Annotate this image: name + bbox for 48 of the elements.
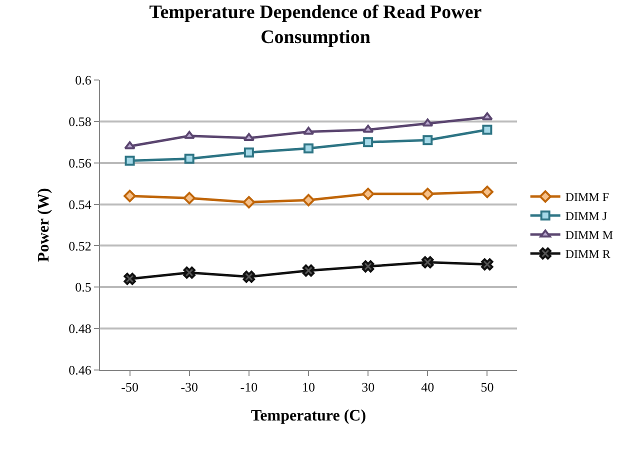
point bbox=[242, 270, 256, 283]
point bbox=[183, 192, 196, 204]
y-tick-label: 0.48 bbox=[68, 321, 92, 336]
point bbox=[183, 266, 196, 279]
x-tick-label: 40 bbox=[421, 380, 434, 395]
x-tick-label: -30 bbox=[180, 380, 198, 395]
y-axis-title: Power (W) bbox=[36, 188, 53, 262]
point bbox=[362, 188, 374, 200]
point bbox=[481, 258, 494, 270]
point bbox=[124, 141, 136, 150]
point bbox=[124, 272, 136, 285]
point bbox=[302, 126, 314, 135]
point bbox=[242, 196, 256, 208]
point bbox=[481, 186, 494, 198]
point bbox=[422, 135, 433, 146]
point bbox=[304, 143, 314, 154]
y-tick-label: 0.5 bbox=[75, 280, 92, 295]
chart-title: Temperature Dependence of Read Power Consumption bbox=[149, 2, 482, 48]
point bbox=[184, 130, 195, 139]
y-tick-label: 0.58 bbox=[68, 114, 92, 129]
legend-label: DIMM J bbox=[565, 209, 608, 224]
y-tick-label: 0.56 bbox=[68, 155, 92, 170]
point bbox=[184, 154, 194, 164]
x-tick-label: 50 bbox=[480, 380, 494, 395]
y-tick-label: 0.54 bbox=[68, 196, 92, 212]
point bbox=[421, 188, 434, 200]
point bbox=[363, 137, 374, 148]
x-tick-label: 30 bbox=[362, 380, 375, 395]
point bbox=[482, 112, 493, 120]
point bbox=[124, 156, 135, 166]
point bbox=[362, 124, 374, 133]
legend-label: DIMM F bbox=[565, 190, 610, 204]
y-tick-label: 0.46 bbox=[68, 362, 92, 378]
x-tick-label: -10 bbox=[240, 380, 258, 395]
point bbox=[124, 190, 136, 202]
point bbox=[244, 148, 254, 158]
point bbox=[482, 124, 492, 135]
y-tick-label: 0.52 bbox=[68, 238, 92, 254]
point bbox=[422, 256, 434, 268]
x-axis-title: Temperature (C) bbox=[250, 407, 366, 424]
legend-label: DIMM M bbox=[565, 228, 614, 242]
x-tick-label: -50 bbox=[121, 380, 138, 395]
y-tick-label: 0.6 bbox=[75, 72, 92, 88]
x-tick-label: 10 bbox=[302, 380, 315, 395]
point bbox=[362, 260, 374, 273]
legend-label: DIMM R bbox=[565, 247, 610, 262]
point bbox=[302, 264, 315, 277]
point bbox=[302, 194, 315, 206]
